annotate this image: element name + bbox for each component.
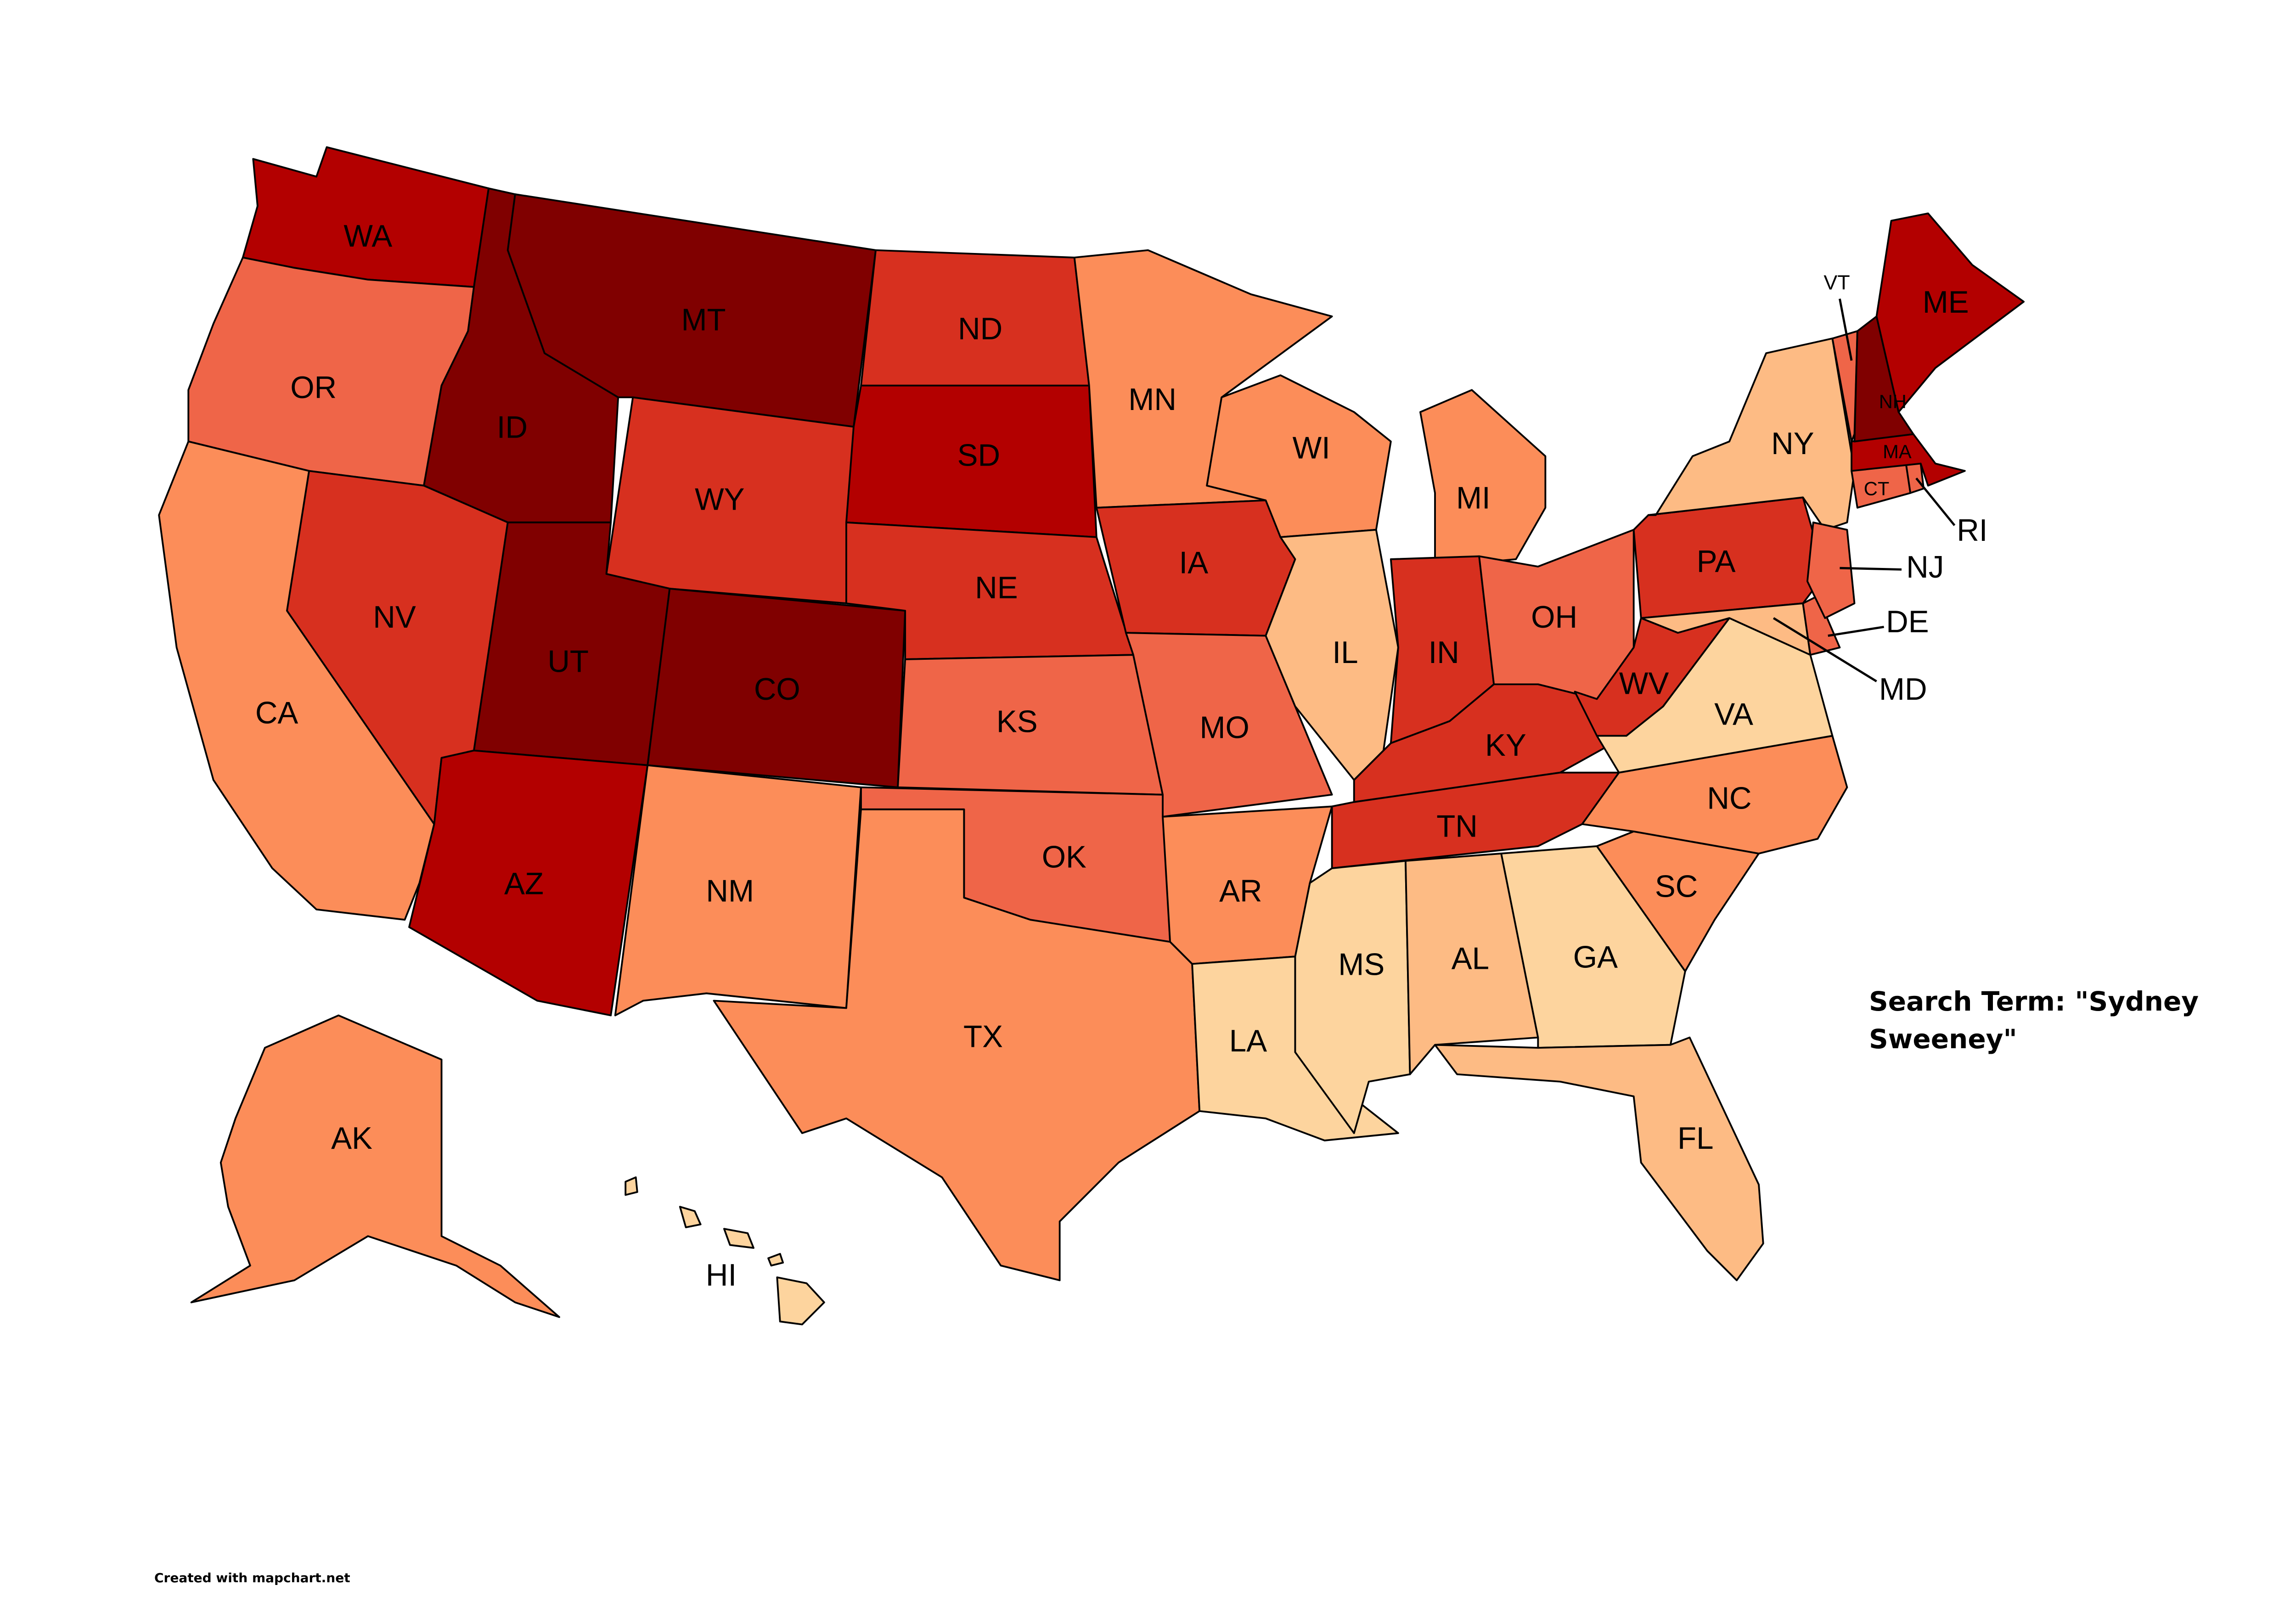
state-label: SD (957, 438, 1001, 473)
state-label: AK (331, 1121, 372, 1156)
state-label: ID (497, 410, 528, 445)
state-label: HI (706, 1258, 737, 1292)
state (1434, 1036, 1764, 1281)
state-label: SC (1655, 870, 1698, 904)
states (158, 146, 2025, 1326)
state-label: AR (1219, 874, 1262, 908)
state (625, 1176, 638, 1196)
state-label: WA (343, 219, 392, 253)
state-label: RI (1957, 513, 1987, 548)
state-label: WV (1619, 666, 1669, 701)
state-labels: WA OR CA ID NV MT WY UT CO AZ NM ND SD NE KS OK TX MN IA MO… (255, 219, 1988, 1292)
state-label: IL (1332, 635, 1358, 670)
state (1574, 617, 1730, 737)
state-label: FL (1677, 1121, 1714, 1156)
map-title: Search Term: "Sydney Sweeney" (1869, 986, 2199, 1055)
state-label: OK (1042, 840, 1086, 875)
state-label: WY (695, 483, 744, 517)
state-label: NH (1879, 391, 1907, 412)
state-label: AZ (504, 866, 544, 901)
state-label: LA (1229, 1024, 1267, 1058)
state-label: VA (1714, 697, 1753, 732)
state (1419, 389, 1547, 568)
state-label: CO (754, 672, 800, 707)
state-label: CT (1864, 478, 1890, 499)
leader-line (1915, 478, 1956, 526)
state-label: ME (1923, 285, 1969, 320)
state-label: AL (1452, 942, 1489, 976)
leader-line (1840, 567, 1902, 571)
state (1851, 433, 1966, 487)
state-label: OR (290, 371, 337, 405)
state-label: UT (547, 644, 589, 679)
state (1802, 595, 1841, 656)
state-label: MO (1199, 711, 1249, 745)
state (1404, 853, 1539, 1075)
state (1581, 735, 1848, 854)
leader-line (1839, 298, 1853, 361)
state (679, 1206, 702, 1229)
state-label: IN (1429, 635, 1459, 670)
state-label: MN (1128, 382, 1176, 417)
state (190, 1014, 560, 1318)
state-label: PA (1697, 544, 1736, 579)
state (1331, 771, 1620, 869)
state-label: MT (681, 303, 726, 337)
state-label: DE (1886, 605, 1929, 639)
state-label: NJ (1906, 550, 1944, 584)
state-label: MS (1338, 948, 1384, 982)
state (713, 808, 1201, 1281)
state (605, 396, 855, 605)
state-label: NM (706, 874, 754, 908)
credit: Created with mapchart.net (154, 1570, 350, 1585)
state (1640, 602, 1812, 656)
state (723, 1228, 754, 1249)
state-label: WI (1293, 431, 1330, 466)
state-label: MA (1883, 441, 1912, 462)
state (1806, 521, 1856, 619)
state (1647, 337, 1856, 531)
state-label: NE (975, 571, 1018, 605)
state (776, 1276, 825, 1326)
state-label: NY (1771, 427, 1814, 461)
state-label: IA (1179, 546, 1209, 580)
state-label: GA (1573, 940, 1618, 975)
state-label: KS (996, 705, 1038, 739)
state-label: KY (1485, 728, 1526, 763)
state-label: TX (963, 1020, 1003, 1054)
leader-line (1773, 617, 1877, 683)
state-label: MI (1456, 481, 1491, 516)
state (767, 1253, 784, 1267)
state-label: NV (373, 600, 416, 635)
state-label: OH (1531, 600, 1577, 635)
state (1596, 830, 1760, 972)
state-label: MD (1879, 672, 1927, 707)
state-label: CA (255, 696, 298, 730)
state (1875, 212, 2025, 413)
state-label: ND (958, 312, 1002, 346)
state-label: NC (1707, 781, 1751, 815)
state-label: TN (1436, 809, 1478, 843)
state-label: VT (1823, 270, 1850, 294)
leader-line (1828, 626, 1884, 637)
state (1853, 315, 1914, 443)
